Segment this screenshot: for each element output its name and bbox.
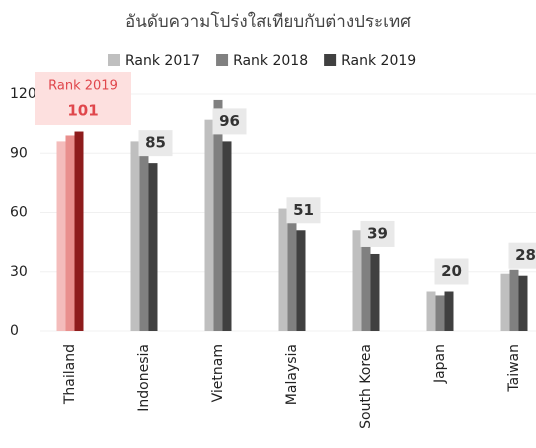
y-tick-label: 90 (10, 145, 28, 161)
y-tick-label: 60 (10, 205, 28, 221)
bar (56, 141, 66, 331)
data-label: 85 (145, 134, 166, 152)
data-label: 28 (515, 246, 536, 264)
chart-title: อันดับความโปร่งใสเทียบกับต่างประเทศ (125, 11, 411, 32)
bar (361, 242, 371, 331)
legend-swatch (108, 54, 120, 66)
data-label: 101 (67, 102, 98, 120)
bar (130, 141, 140, 331)
legend-label: Rank 2019 (341, 53, 416, 69)
bar (148, 163, 158, 331)
legend-label: Rank 2017 (125, 53, 200, 69)
legend-label: Rank 2018 (233, 53, 308, 69)
data-label-box (138, 130, 173, 157)
bar (222, 141, 232, 331)
bar (352, 230, 362, 331)
bar (139, 155, 149, 331)
bar (518, 275, 528, 331)
data-label: 20 (441, 262, 462, 280)
y-tick-label: 0 (10, 323, 19, 339)
bar (287, 210, 297, 331)
data-label: 51 (293, 201, 314, 219)
x-tick-label: South Korea (358, 344, 374, 429)
bar (370, 253, 380, 331)
legend-swatch (216, 54, 229, 66)
bar (426, 291, 436, 331)
x-tick-label: Japan (432, 344, 448, 384)
annotation: Rank 2019 (48, 79, 118, 94)
bar (500, 273, 510, 331)
bar (65, 135, 75, 331)
data-label: 96 (219, 112, 240, 130)
x-tick-label: Malaysia (284, 344, 300, 405)
bar (435, 295, 445, 331)
x-tick-label: Vietnam (210, 344, 226, 402)
bar (278, 208, 288, 331)
bar (296, 230, 306, 331)
bar (444, 291, 454, 331)
data-label: 39 (367, 224, 388, 242)
x-tick-label: Indonesia (136, 344, 152, 412)
y-tick-label: 120 (10, 86, 37, 102)
bar (204, 119, 214, 331)
data-label-box (508, 242, 536, 269)
x-tick-label: Taiwan (506, 344, 522, 393)
y-tick-label: 30 (10, 264, 28, 280)
bar (509, 269, 519, 331)
x-tick-label: Thailand (62, 344, 78, 405)
data-label-box (434, 258, 469, 285)
bar (213, 99, 223, 331)
data-label-box (286, 197, 321, 224)
data-label-box (212, 108, 247, 135)
highlight-box (35, 72, 131, 125)
bar (74, 131, 84, 331)
legend-swatch (324, 54, 337, 66)
data-label-box (360, 220, 395, 247)
